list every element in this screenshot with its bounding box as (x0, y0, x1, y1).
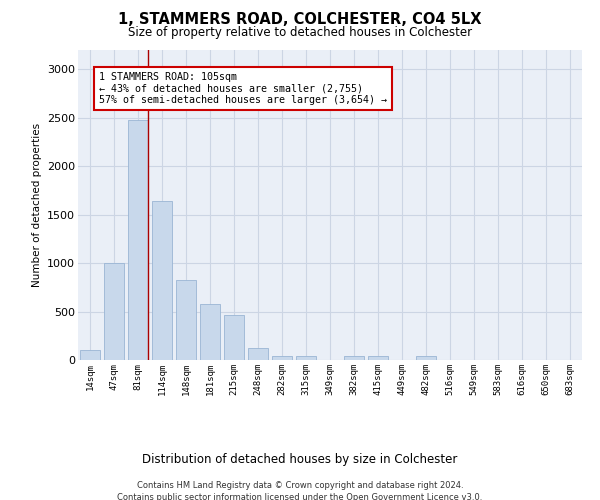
Bar (80, 350, 100, 360)
Bar (128, 120, 148, 360)
Bar (296, 356, 316, 360)
Bar (416, 356, 436, 360)
Text: Contains public sector information licensed under the Open Government Licence v3: Contains public sector information licen… (118, 492, 482, 500)
Y-axis label: Number of detached properties: Number of detached properties (32, 123, 41, 287)
Bar (152, 201, 172, 360)
Text: Size of property relative to detached houses in Colchester: Size of property relative to detached ho… (128, 26, 472, 39)
Bar (200, 304, 220, 360)
Bar (176, 280, 196, 360)
Bar (248, 348, 268, 360)
Bar (272, 356, 292, 360)
Bar (104, 263, 124, 360)
Text: Distribution of detached houses by size in Colchester: Distribution of detached houses by size … (142, 452, 458, 466)
Text: Contains HM Land Registry data © Crown copyright and database right 2024.: Contains HM Land Registry data © Crown c… (137, 481, 463, 490)
Text: 1, STAMMERS ROAD, COLCHESTER, CO4 5LX: 1, STAMMERS ROAD, COLCHESTER, CO4 5LX (118, 12, 482, 28)
Bar (344, 356, 364, 360)
Text: 1 STAMMERS ROAD: 105sqm
← 43% of detached houses are smaller (2,755)
57% of semi: 1 STAMMERS ROAD: 105sqm ← 43% of detache… (99, 72, 387, 106)
Bar (368, 356, 388, 360)
Bar (224, 316, 244, 360)
